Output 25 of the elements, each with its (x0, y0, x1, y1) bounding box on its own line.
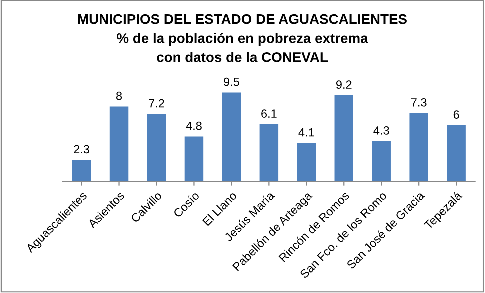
bar (222, 92, 242, 182)
bar (447, 125, 466, 182)
data-label: 4.8 (186, 122, 202, 130)
bar (410, 113, 428, 182)
bar (184, 136, 204, 182)
chart-title: MUNICIPIOS DEL ESTADO DE AGUASCALIENTES (78, 14, 407, 24)
chart-subtitle: % de la población en pobreza extrema (117, 33, 368, 46)
data-label: 8 (116, 92, 122, 100)
bar (260, 124, 279, 182)
data-label: 7.3 (411, 98, 427, 107)
data-label: 2.3 (74, 145, 90, 154)
bar (334, 96, 354, 182)
data-label: 9.2 (336, 80, 352, 90)
bar (372, 141, 391, 182)
bar (72, 160, 92, 182)
bar (110, 106, 129, 182)
data-label: 7.2 (149, 99, 164, 108)
data-label: 4.1 (298, 128, 314, 137)
data-label: 6 (454, 110, 460, 119)
text: con datos de la CONEVAL (157, 52, 328, 62)
data-label: 9.5 (224, 78, 240, 86)
data-label: 4.3 (374, 126, 390, 135)
bar (297, 143, 316, 182)
bar (147, 114, 166, 182)
data-label: 6.1 (262, 110, 277, 118)
